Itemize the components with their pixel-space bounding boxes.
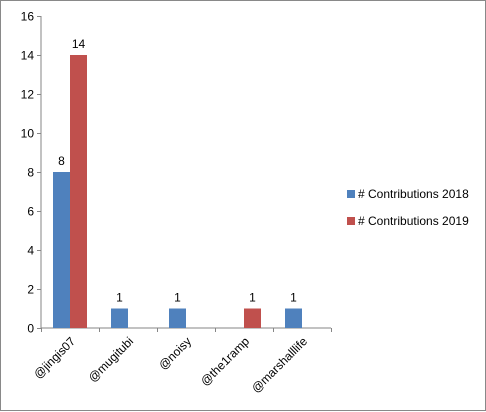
bar	[111, 308, 128, 328]
y-tick-label: 0	[27, 322, 34, 336]
legend-swatch-2019	[347, 217, 355, 225]
legend-item-2018: # Contributions 2018	[347, 185, 469, 203]
bar	[169, 308, 186, 328]
data-label: 8	[58, 154, 65, 168]
data-label: 1	[174, 291, 181, 305]
legend-label-2019: # Contributions 2019	[358, 214, 469, 228]
data-label: 1	[290, 291, 297, 305]
x-tick-label: @mugitubi	[86, 334, 137, 385]
x-tick-label: @marshalllife	[249, 334, 311, 396]
y-tick-label: 4	[27, 244, 34, 258]
y-tick-label: 16	[21, 10, 35, 24]
y-tick-label: 2	[27, 283, 34, 297]
y-tick-label: 8	[27, 166, 34, 180]
bar	[70, 55, 87, 328]
bar	[53, 172, 70, 328]
data-label: 14	[72, 37, 86, 51]
legend-label-2018: # Contributions 2018	[358, 187, 469, 201]
x-tick-label: @noisy	[156, 334, 194, 372]
data-label: 1	[116, 291, 123, 305]
y-tick-label: 12	[21, 88, 35, 102]
legend-swatch-2018	[347, 190, 355, 198]
y-tick-label: 14	[21, 49, 35, 63]
data-label: 1	[249, 291, 256, 305]
y-tick-label: 10	[21, 127, 35, 141]
legend-item-2019: # Contributions 2019	[347, 212, 469, 230]
bar	[244, 308, 261, 328]
chart-legend: # Contributions 2018 # Contributions 201…	[347, 185, 469, 239]
y-tick-label: 6	[27, 205, 34, 219]
bar	[285, 308, 302, 328]
x-tick-label: @the1ramp	[198, 334, 253, 389]
x-tick-label: @jingis07	[31, 334, 79, 382]
